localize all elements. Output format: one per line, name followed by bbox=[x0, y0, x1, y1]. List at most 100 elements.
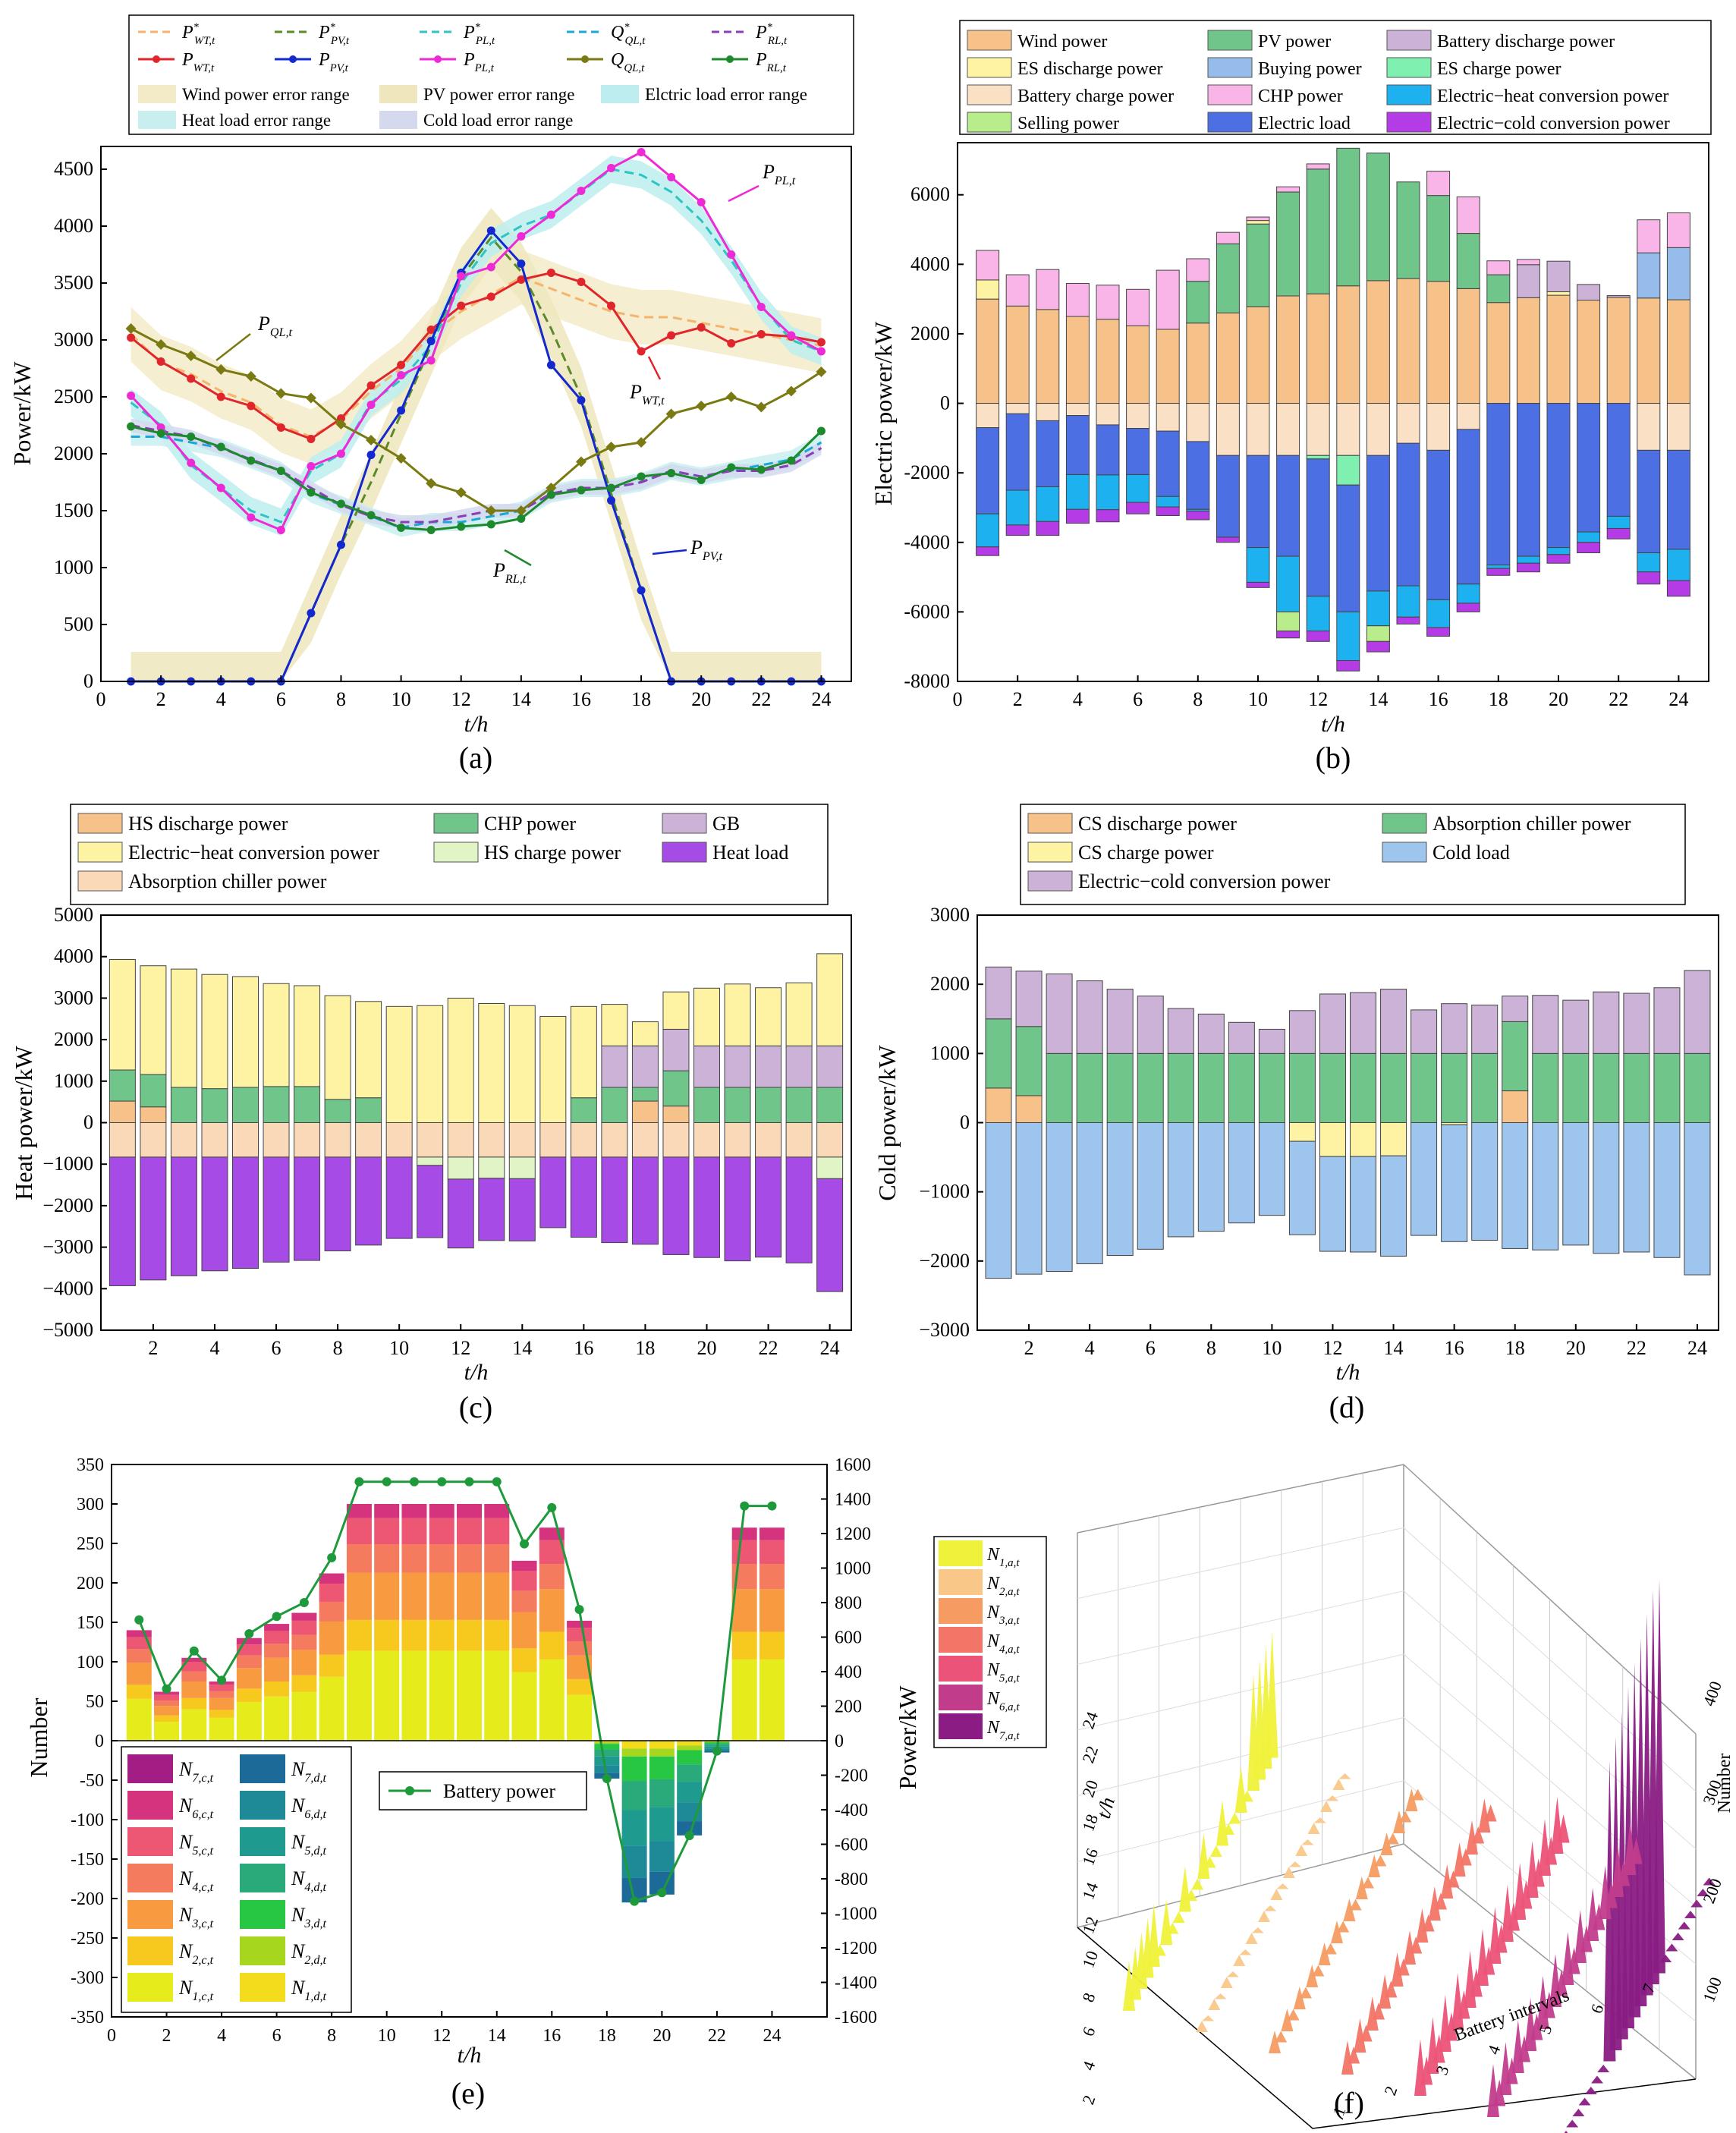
y-tick-label: 50 bbox=[86, 1692, 104, 1712]
bar-segment bbox=[1167, 1052, 1194, 1124]
y2-tick-label: -600 bbox=[835, 1836, 868, 1855]
bar-segment bbox=[108, 1100, 136, 1124]
bar-segment bbox=[1126, 502, 1150, 514]
data-point bbox=[276, 423, 285, 432]
bar-segment bbox=[1396, 403, 1420, 444]
bar-segment bbox=[1410, 1052, 1438, 1124]
bar-segment bbox=[1036, 420, 1060, 487]
legend-label: N6,d,t bbox=[291, 1795, 327, 1821]
x-tick-label: 22 bbox=[751, 688, 771, 710]
bar-segment bbox=[1186, 511, 1210, 521]
data-point bbox=[395, 453, 407, 464]
bar-segment bbox=[1306, 163, 1330, 170]
bar-segment bbox=[731, 1631, 757, 1660]
legend-swatch bbox=[939, 1685, 983, 1710]
y-tick-label: 1500 bbox=[54, 499, 93, 521]
battery-power-point bbox=[134, 1615, 144, 1625]
x-tick-label: 10 bbox=[389, 1337, 409, 1359]
y-tick-label: 4 bbox=[1483, 2043, 1504, 2057]
bar-segment bbox=[181, 1671, 207, 1682]
bar-segment bbox=[1366, 625, 1390, 642]
legend-swatch bbox=[127, 1973, 173, 2002]
bar-segment bbox=[1046, 1052, 1073, 1124]
bar-segment bbox=[1276, 295, 1300, 404]
bar-segment bbox=[201, 1088, 228, 1123]
bar-segment bbox=[346, 1572, 372, 1620]
bar-segment bbox=[1319, 993, 1346, 1054]
bar-segment bbox=[539, 1589, 565, 1632]
bar-segment bbox=[1336, 484, 1360, 612]
spike-bar bbox=[1337, 1921, 1350, 1933]
spike-bar bbox=[1349, 1899, 1362, 1911]
data-point bbox=[276, 467, 285, 475]
bar-segment bbox=[1197, 1013, 1225, 1054]
bar-segment bbox=[567, 1620, 593, 1628]
data-point bbox=[187, 374, 196, 383]
y-tick-label: -350 bbox=[71, 2008, 104, 2028]
bar-segment bbox=[1486, 274, 1511, 304]
bar-segment bbox=[1306, 168, 1330, 294]
bar-segment bbox=[1441, 1003, 1468, 1054]
bar-segment bbox=[1276, 631, 1300, 639]
bar-segment bbox=[1366, 640, 1390, 653]
data-point bbox=[127, 392, 136, 400]
bar-segment bbox=[1258, 1028, 1285, 1054]
bar-segment bbox=[1441, 1052, 1468, 1124]
bar-segment bbox=[511, 1612, 537, 1649]
bar-segment bbox=[1096, 474, 1120, 511]
bar-segment bbox=[1246, 581, 1270, 588]
spike-bar bbox=[1584, 2087, 1597, 2094]
bar-segment bbox=[508, 1156, 536, 1179]
battery-power-point bbox=[382, 1477, 392, 1486]
bar-segment bbox=[291, 1691, 317, 1741]
spike-bar bbox=[1393, 1811, 1405, 1833]
bar-segment bbox=[508, 1005, 536, 1123]
legend-label: Absorption chiller power bbox=[1433, 813, 1631, 835]
y2-tick-label: -1000 bbox=[835, 1905, 877, 1924]
legend-marker bbox=[726, 55, 734, 63]
series-line bbox=[131, 425, 822, 532]
bar-segment bbox=[601, 1122, 628, 1158]
bar-segment bbox=[1666, 549, 1690, 581]
bar-segment bbox=[601, 1045, 628, 1088]
legend-swatch bbox=[939, 1627, 983, 1653]
bar-segment bbox=[1637, 403, 1661, 451]
bar-segment bbox=[264, 1624, 290, 1631]
bar-segment bbox=[457, 1619, 482, 1651]
legend-label: P* PV,t bbox=[318, 21, 350, 47]
spike-bar bbox=[1464, 1951, 1477, 2008]
spike-bar bbox=[1245, 1933, 1258, 1944]
data-point bbox=[785, 385, 797, 397]
bar-segment bbox=[355, 1156, 382, 1246]
bar-segment bbox=[1005, 413, 1030, 491]
bar-segment bbox=[976, 403, 1000, 429]
bar-segment bbox=[1216, 536, 1240, 543]
bar-segment bbox=[1546, 403, 1571, 549]
spike-bar bbox=[1404, 1930, 1416, 1965]
spike-bar bbox=[1300, 1987, 1312, 1999]
spike-bar bbox=[1160, 1899, 1173, 1945]
bar-segment bbox=[1366, 280, 1390, 404]
bar-segment bbox=[264, 1644, 290, 1658]
bar-segment bbox=[1276, 611, 1300, 632]
bar-segment bbox=[662, 1070, 690, 1107]
spike-bar bbox=[1197, 1833, 1210, 1879]
bar-segment bbox=[631, 1100, 659, 1124]
bar-segment bbox=[785, 1156, 813, 1263]
legend-label: Electric−heat conversion power bbox=[1437, 87, 1668, 106]
bar-segment bbox=[170, 1087, 197, 1124]
bar-segment bbox=[291, 1620, 317, 1635]
bar-segment bbox=[447, 1122, 474, 1158]
bar-segment bbox=[1502, 1090, 1529, 1124]
legend-swatch bbox=[240, 1936, 285, 1965]
bar-segment bbox=[1637, 552, 1661, 573]
x-tick-label: 6 bbox=[272, 1337, 281, 1359]
panel-label: (f) bbox=[1334, 2086, 1364, 2120]
bar-segment bbox=[484, 1650, 510, 1741]
data-point bbox=[486, 263, 495, 272]
bar-segment bbox=[1276, 403, 1300, 456]
spike-bar bbox=[1275, 2031, 1288, 2043]
y-tick-label: 100 bbox=[77, 1653, 104, 1672]
bar-segment bbox=[1366, 153, 1390, 282]
battery-power-point bbox=[327, 1553, 337, 1562]
